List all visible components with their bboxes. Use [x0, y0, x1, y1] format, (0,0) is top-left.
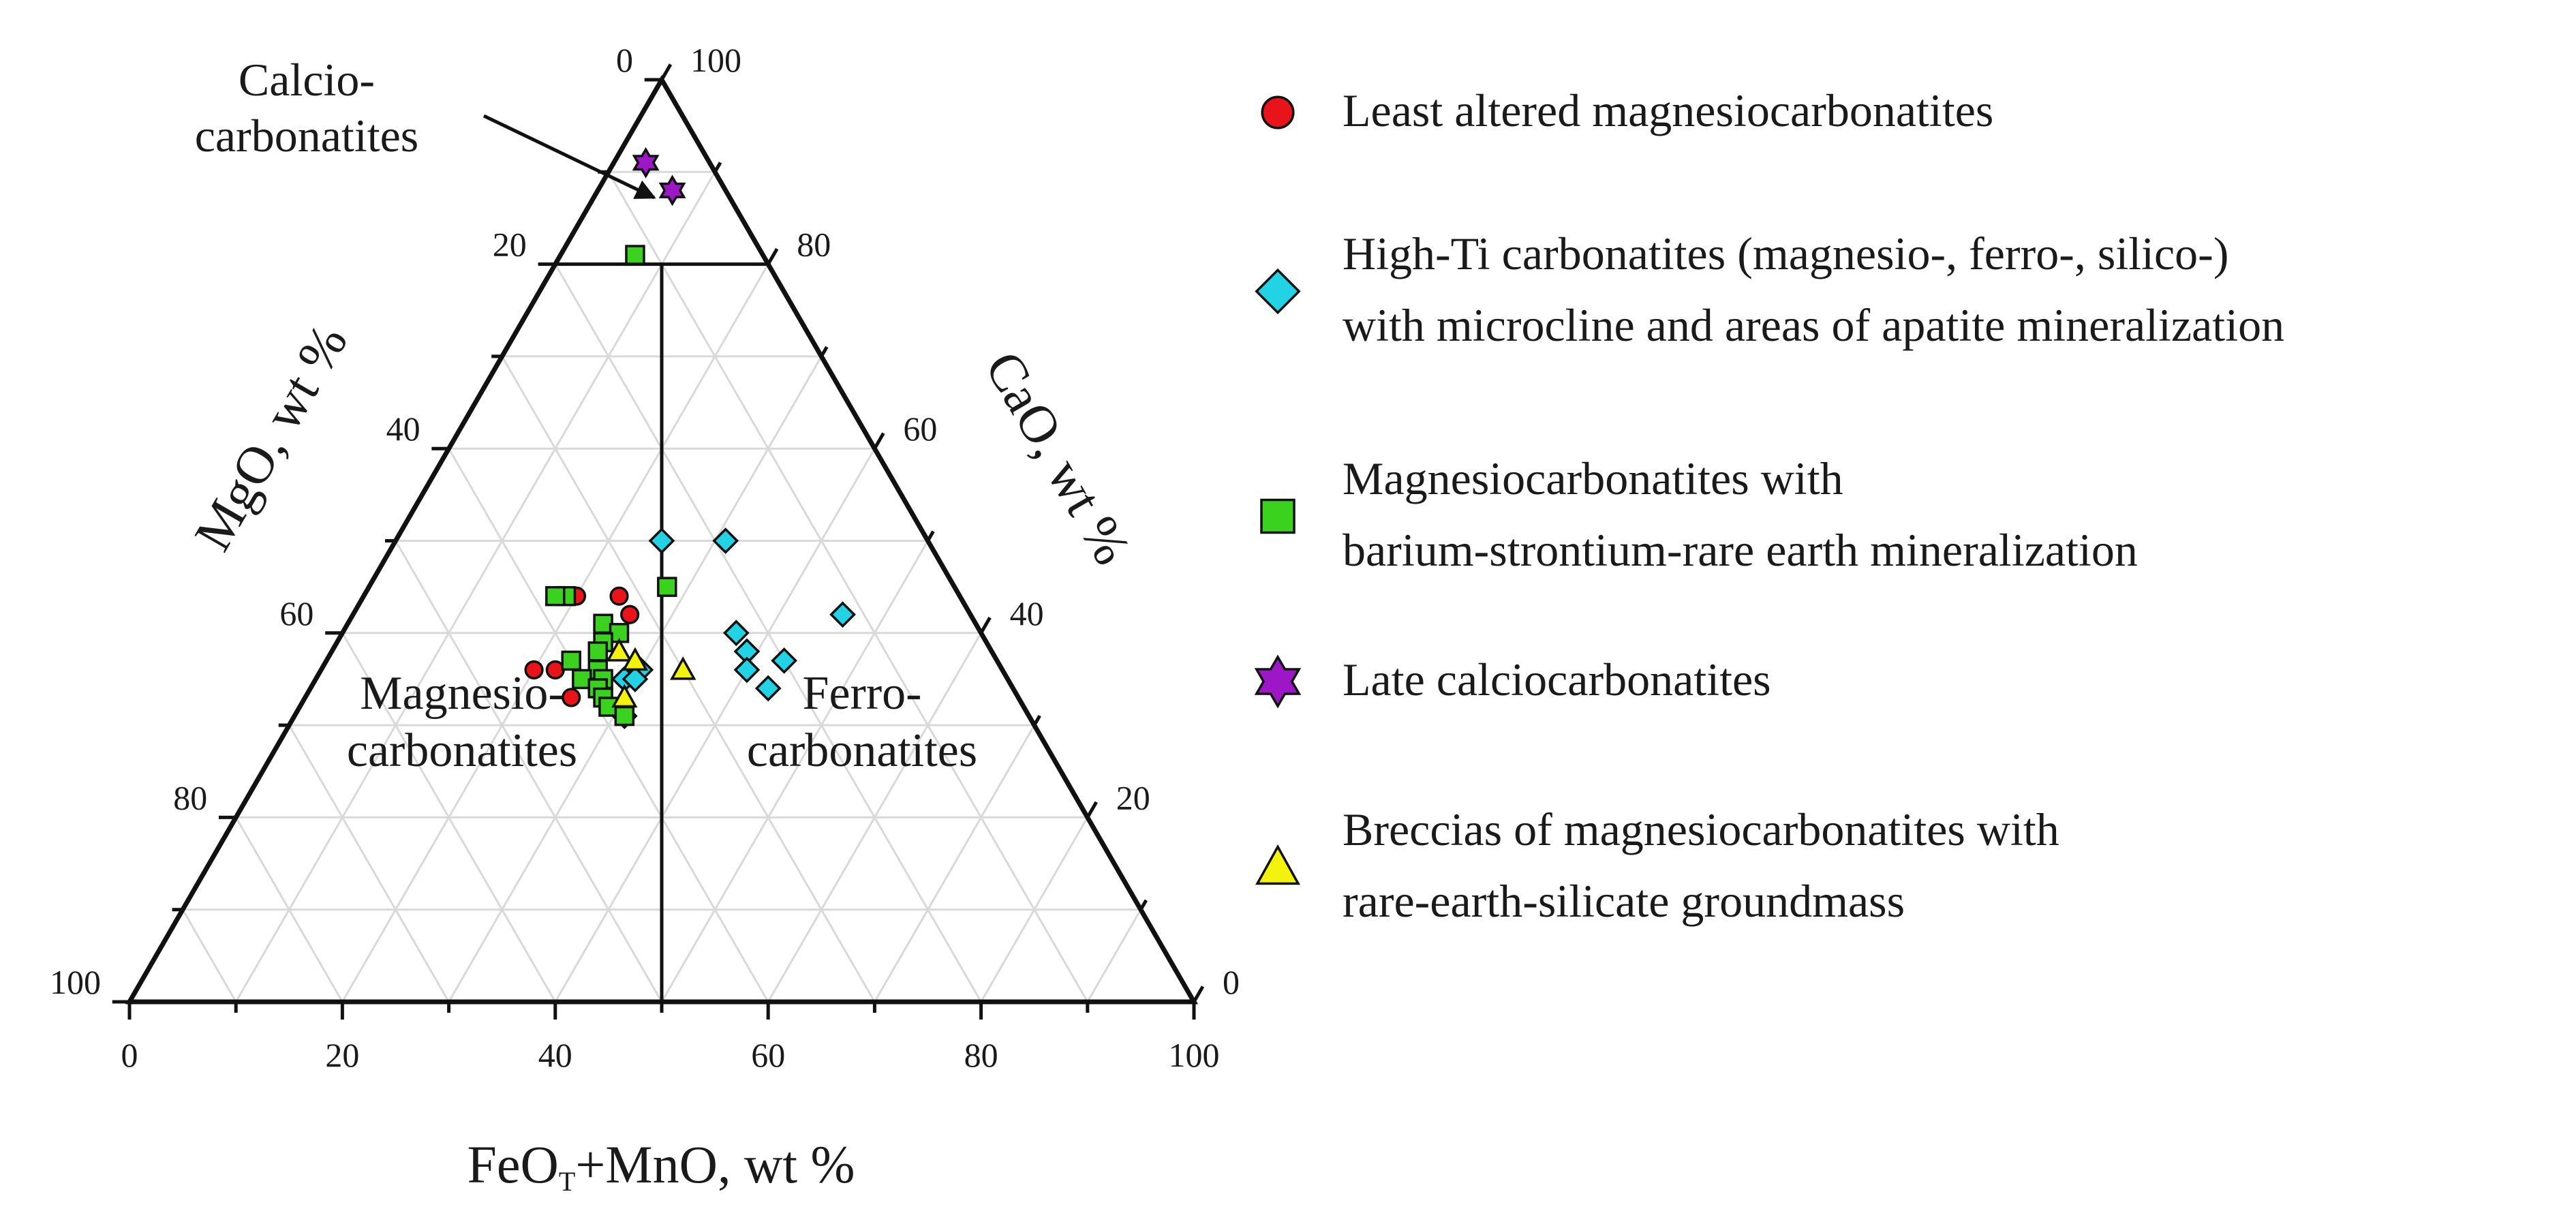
series-0-point-5	[545, 660, 565, 680]
legend-label-4: Breccias of magnesiocarbonatites with rar…	[1343, 804, 2059, 927]
right-tick	[873, 432, 885, 450]
series-4-point-2	[670, 656, 696, 680]
right-tick	[1139, 899, 1148, 911]
magnesio-region-label: Magnesio-carbonatites	[347, 667, 577, 777]
series-0-point-2	[609, 586, 629, 606]
legend-label-0: Least altered magnesiocarbonatites	[1343, 85, 1993, 136]
series-1-point-6	[733, 656, 761, 684]
grid-line-feo-50	[660, 540, 929, 1003]
series-2-point-4	[593, 613, 613, 634]
right-tick	[713, 162, 722, 173]
bottom-axis-title: FeOT+MnO, wt %	[467, 1135, 855, 1197]
right-tick	[767, 247, 779, 265]
grid-line-mgo-50	[395, 540, 663, 1003]
legend-marker-0	[1261, 95, 1295, 129]
series-4-point-1	[622, 647, 649, 671]
grid-line-feo-90	[1086, 908, 1142, 1003]
right-tick	[1032, 714, 1041, 726]
bottom-tick-label: 60	[751, 1036, 785, 1074]
calcio-callout-arrow	[482, 114, 656, 200]
series-1-point-3	[722, 619, 750, 647]
series-2-point-7	[587, 641, 609, 662]
series-2-point-0	[625, 245, 645, 265]
series-0-point-3	[620, 605, 640, 624]
right-tick-label: 20	[1116, 778, 1150, 816]
grid-line-mgo-80	[234, 816, 343, 1003]
bottom-tick-label: 0	[121, 1036, 138, 1074]
series-0-point-7	[562, 688, 581, 707]
ferro-region-label: Ferro-carbonatites	[747, 667, 977, 777]
series-1-point-1	[712, 527, 739, 554]
bottom-tick-label: 100	[1169, 1036, 1220, 1074]
grid-line-feo-60	[767, 632, 982, 1003]
bottom-tick-label: 40	[538, 1036, 572, 1074]
legend: Least altered magnesiocarbonatites High-T…	[1254, 85, 2284, 927]
right-tick-label: 0	[1223, 963, 1240, 1001]
series-2-point-3	[545, 585, 566, 607]
bottom-tick-label: 20	[325, 1036, 359, 1074]
grid-line-mgo-70	[288, 724, 450, 1003]
series-1-point-10	[754, 675, 782, 702]
calcio-region-label: Calcio-carbonatites	[195, 54, 419, 162]
grid-line-mgo-10	[607, 171, 1089, 1003]
right-tick	[660, 63, 673, 81]
legend-label-3: Late calciocarbonatites	[1343, 654, 1771, 705]
left-axis-title: MgO, wt %	[183, 314, 358, 560]
series-4-point-3	[611, 684, 638, 708]
series-1-point-9	[622, 666, 649, 692]
right-tick	[926, 530, 935, 542]
right-tick	[1192, 985, 1205, 1003]
right-tick	[820, 346, 829, 358]
series-2-point-15	[614, 705, 635, 726]
legend-label-2: Magnesiocarbonatites with barium-strontiu…	[1343, 453, 2138, 576]
grid-line-feo-70	[874, 724, 1035, 1003]
bottom-tick-label: 80	[964, 1036, 998, 1074]
series-2-point-1	[657, 577, 677, 597]
series-1-point-5	[771, 647, 798, 674]
right-tick-label: 60	[903, 410, 937, 448]
grid-line-mgo-90	[181, 908, 237, 1003]
right-tick-label: 40	[1010, 594, 1044, 632]
axis-ticks	[112, 63, 1205, 1020]
legend-marker-2	[1260, 498, 1295, 534]
series-0-point-4	[524, 660, 544, 680]
grid-line-feo-10	[234, 171, 716, 1003]
left-tick-label: 100	[50, 963, 101, 1001]
grid-line-feo-80	[980, 816, 1089, 1003]
series-1-point-2	[829, 601, 856, 628]
legend-label-1: High-Ti carbonatites (magnesio-, ferro-,…	[1343, 228, 2284, 351]
grid-line-mgo-60	[341, 632, 557, 1003]
series-3-point-0	[632, 147, 660, 179]
left-tick-label: 20	[493, 226, 527, 264]
legend-marker-3	[1254, 654, 1302, 709]
legend-marker-4	[1255, 844, 1300, 885]
series-2-point-10	[572, 669, 592, 690]
left-tick-label: 0	[616, 41, 633, 79]
series-2-point-8	[561, 650, 581, 671]
left-tick-label: 40	[386, 410, 420, 448]
data-points	[524, 147, 856, 729]
left-tick-label: 80	[173, 778, 207, 816]
right-tick	[1086, 801, 1098, 818]
right-tick-label: 80	[797, 226, 831, 264]
legend-marker-1	[1255, 268, 1301, 315]
series-1-point-0	[648, 527, 675, 554]
right-axis-title: CaO, wt %	[974, 341, 1143, 575]
series-3-point-1	[658, 174, 686, 206]
left-tick-label: 60	[279, 594, 313, 632]
series-4-point-0	[606, 638, 632, 662]
right-tick-label: 100	[690, 41, 741, 79]
right-tick	[979, 617, 992, 634]
